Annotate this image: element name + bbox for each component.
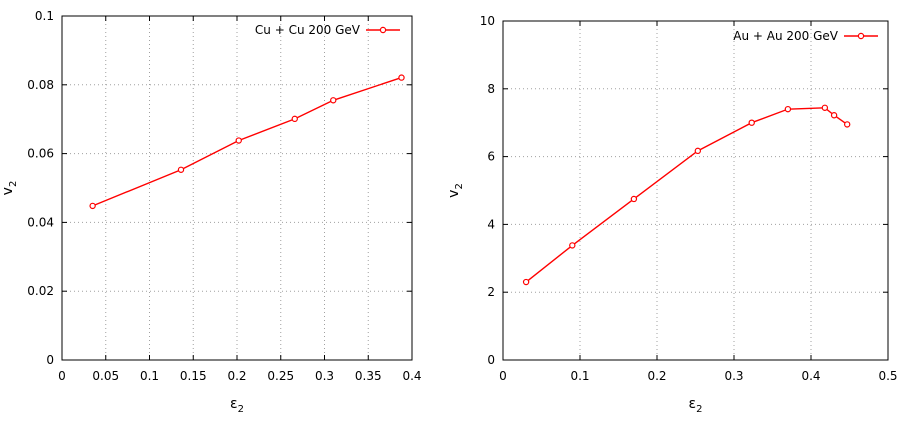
legend-label: Cu + Cu 200 GeV <box>255 23 361 37</box>
data-point <box>291 115 298 123</box>
y-tick-label: 0 <box>46 353 54 367</box>
legend-marker <box>379 26 387 34</box>
y-axis-label: v2 <box>446 183 465 198</box>
chart-2: 0 0.1 0.2 0.3 0.4 0.5 0 2 4 6 8 10 ε2 v2 Au + Au 200 G… <box>446 14 898 415</box>
y-tick-label: 0.08 <box>27 78 54 92</box>
plot-frame <box>502 20 889 361</box>
y-axis-label: v2 <box>0 181 19 196</box>
x-tick-label: 0.4 <box>402 369 421 383</box>
y-tick-label: 2 <box>487 285 495 299</box>
data-point <box>630 195 638 203</box>
data-point <box>821 104 829 111</box>
series-line <box>92 76 402 207</box>
x-tick-label: 0.15 <box>180 369 207 383</box>
y-tick-label: 0.1 <box>35 9 54 23</box>
y-tick-label: 0.04 <box>27 215 54 229</box>
data-point <box>522 278 530 286</box>
data-point <box>89 202 96 210</box>
data-point <box>330 97 337 104</box>
y-tick-label: 0.06 <box>27 147 54 161</box>
x-axis-label: ε2 <box>230 396 244 415</box>
x-tick-label: 0.2 <box>227 369 246 383</box>
y-tick-label: 0 <box>487 353 495 367</box>
data-point <box>694 147 702 155</box>
chart-1: 0 0.05 0.1 0.15 0.2 0.25 0.3 0.35 0.4 0 0.02 0.04 0.… <box>0 9 422 415</box>
y-tick-label: 4 <box>487 217 495 231</box>
legend-marker <box>857 32 865 40</box>
x-tick-label: 0.2 <box>647 369 666 383</box>
x-tick-label: 0.3 <box>724 369 743 383</box>
y-tick-label: 0.02 <box>27 284 54 298</box>
legend-label: Au + Au 200 GeV <box>733 29 839 43</box>
x-tick-label: 0.25 <box>267 369 294 383</box>
data-point <box>398 74 405 81</box>
data-point <box>569 242 576 249</box>
x-axis-label: ε2 <box>689 396 703 415</box>
data-point <box>784 105 792 113</box>
data-point <box>830 112 838 119</box>
x-tick-label: 0.3 <box>315 369 334 383</box>
series-line <box>525 107 848 283</box>
x-tick-label: 0.5 <box>878 369 897 383</box>
x-tick-label: 0.1 <box>140 369 159 383</box>
x-tick-label: 0.1 <box>570 369 589 383</box>
y-tick-label: 8 <box>487 82 495 96</box>
x-tick-label: 0.35 <box>355 369 382 383</box>
data-point <box>177 166 185 173</box>
data-point <box>843 121 851 128</box>
x-tick-label: 0 <box>499 369 507 383</box>
x-tick-label: 0.05 <box>92 369 119 383</box>
y-tick-label: 10 <box>480 14 495 28</box>
x-tick-label: 0.4 <box>801 369 820 383</box>
x-tick-label: 0 <box>58 369 66 383</box>
y-tick-label: 6 <box>487 150 495 164</box>
data-point <box>235 137 242 144</box>
data-point <box>748 119 755 126</box>
